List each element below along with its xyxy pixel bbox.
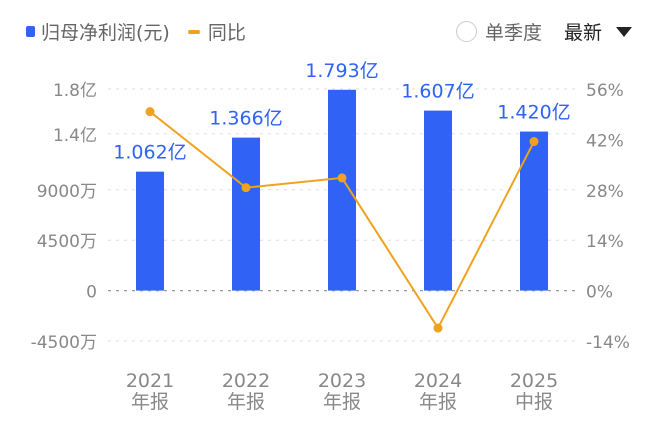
yoy-point <box>337 173 347 183</box>
legend-line-label[interactable]: 同比 <box>207 22 246 44</box>
left-tick-label: 4500万 <box>37 232 97 252</box>
bar-data-label: 1.420亿 <box>497 102 570 124</box>
left-tick-label: 9000万 <box>37 182 97 202</box>
controls: 单季度 最新 <box>455 18 632 45</box>
x-tick-label: 2022 <box>222 370 270 392</box>
left-tick-label: 1.8亿 <box>53 81 97 101</box>
period-dropdown[interactable]: 最新 <box>563 22 602 44</box>
yoy-point <box>145 107 155 117</box>
bar <box>232 137 260 291</box>
x-tick-sublabel: 年报 <box>227 391 265 413</box>
left-tick-label: 1.4亿 <box>53 126 97 146</box>
bar <box>424 110 452 291</box>
x-tick-label: 2025 <box>510 370 558 392</box>
right-tick-label: 56% <box>586 81 624 101</box>
bar <box>136 171 164 291</box>
bar-data-label: 1.607亿 <box>401 81 474 103</box>
legend-bar-label[interactable]: 归母净利润(元) <box>41 22 170 44</box>
x-tick-sublabel: 中报 <box>515 391 553 413</box>
bar-data-label: 1.793亿 <box>305 60 378 82</box>
bar-data-label: 1.062亿 <box>113 142 186 164</box>
x-tick-label: 2023 <box>318 370 366 392</box>
right-tick-label: 14% <box>586 232 624 252</box>
legend-line-swatch <box>187 29 200 34</box>
right-tick-label: 0% <box>586 283 613 303</box>
x-tick-sublabel: 年报 <box>323 391 361 413</box>
bar-data-label: 1.366亿 <box>209 108 282 130</box>
legend: 归母净利润(元) 同比 <box>26 18 246 45</box>
bar <box>328 89 356 291</box>
x-tick-sublabel: 年报 <box>131 391 169 413</box>
single-quarter-label[interactable]: 单季度 <box>484 22 542 44</box>
bar <box>520 131 548 291</box>
left-tick-label: -4500万 <box>31 333 97 353</box>
right-tick-label: 28% <box>586 182 624 202</box>
x-tick-label: 2021 <box>126 370 174 392</box>
yoy-point <box>241 183 251 193</box>
caret-down-icon[interactable] <box>616 26 632 37</box>
yoy-point <box>529 137 539 147</box>
yoy-point <box>433 323 443 333</box>
legend-bar-swatch <box>26 26 35 37</box>
x-tick-sublabel: 年报 <box>419 391 457 413</box>
x-tick-label: 2024 <box>414 370 462 392</box>
single-quarter-radio[interactable] <box>455 21 477 42</box>
left-tick-label: 0 <box>86 283 97 303</box>
right-tick-label: -14% <box>586 333 630 353</box>
right-tick-label: 42% <box>586 131 624 151</box>
